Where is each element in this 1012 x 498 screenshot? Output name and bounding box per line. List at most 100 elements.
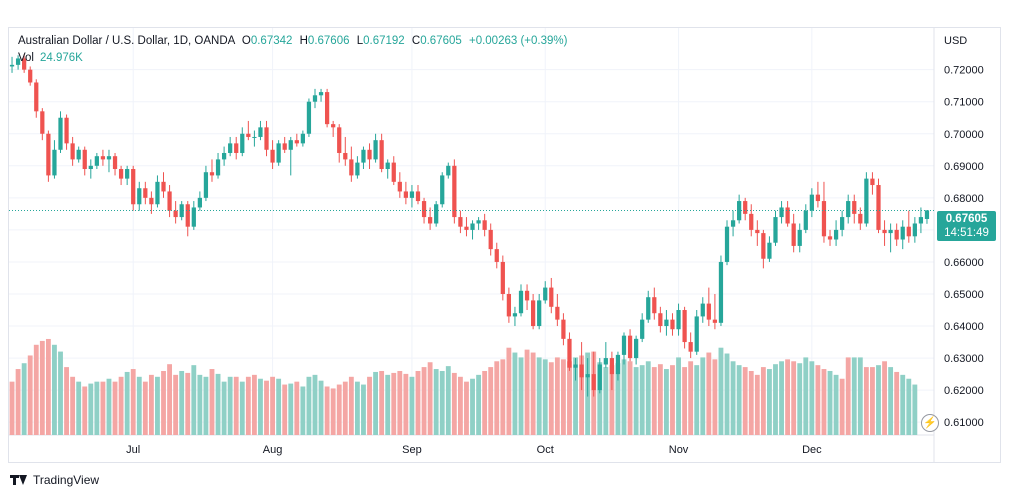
volume-bar xyxy=(421,367,427,435)
candle-body xyxy=(531,300,536,327)
last-price-value: 0.67605 xyxy=(945,213,988,225)
tradingview-logo-icon xyxy=(10,474,28,486)
candle-body xyxy=(52,149,57,176)
volume-bar xyxy=(785,359,791,435)
candle-body xyxy=(64,117,69,144)
y-tick-label: 0.70000 xyxy=(944,129,984,141)
candle-body xyxy=(131,169,136,205)
volume-bar xyxy=(21,363,27,435)
candle-body xyxy=(125,169,130,179)
candle-body xyxy=(694,316,699,352)
volume-bar xyxy=(633,367,639,435)
volume-bar xyxy=(688,361,694,435)
candle-body xyxy=(22,58,27,70)
candle-body xyxy=(646,297,651,320)
ohlc-legend: Australian Dollar / U.S. Dollar, 1D, OAN… xyxy=(18,35,567,47)
volume-bar xyxy=(330,388,336,435)
candle-body xyxy=(894,229,899,240)
volume-bar xyxy=(130,369,136,435)
footer-brand[interactable]: TradingView xyxy=(10,473,99,487)
candle-body xyxy=(724,226,730,262)
lightning-icon[interactable]: ⚡ xyxy=(921,414,939,432)
open-value: 0.67342 xyxy=(250,35,293,47)
volume-bar xyxy=(560,359,566,435)
volume-bar xyxy=(70,376,76,435)
close-label: C xyxy=(411,35,421,47)
bar-countdown: 14:51:49 xyxy=(944,227,989,239)
candle-body xyxy=(209,172,215,176)
volume-bar xyxy=(536,357,542,435)
candle-body xyxy=(458,217,463,227)
candle-body xyxy=(840,217,845,230)
volume-bar xyxy=(494,361,500,435)
candle-body xyxy=(252,136,257,138)
volume-bar xyxy=(712,359,718,435)
candle-body xyxy=(173,210,178,218)
volume-bar xyxy=(361,384,366,435)
candle-body xyxy=(500,261,505,294)
candle-body xyxy=(797,229,802,246)
volume-bar xyxy=(270,376,275,435)
volume-bar xyxy=(900,374,906,435)
candle-body xyxy=(827,236,833,240)
volume-bar xyxy=(912,384,918,435)
candle-body xyxy=(118,169,124,179)
symbol-title[interactable]: Australian Dollar / U.S. Dollar, 1D, OAN… xyxy=(18,35,235,47)
volume-bar xyxy=(367,376,372,435)
volume-bar xyxy=(112,381,118,435)
volume-bar xyxy=(736,365,742,435)
volume-legend: Vol 24.976K xyxy=(18,52,83,64)
candle-body xyxy=(543,287,548,301)
y-tick-label: 0.71000 xyxy=(944,97,984,109)
volume-bar xyxy=(15,369,21,435)
candle-body xyxy=(367,149,372,160)
candle-body xyxy=(627,335,633,359)
candle-body xyxy=(185,204,190,227)
volume-bar xyxy=(221,381,227,435)
volume-bar xyxy=(839,378,845,435)
candle-body xyxy=(621,335,627,355)
candle-body xyxy=(106,156,112,160)
candle-body xyxy=(179,204,184,218)
candle-body xyxy=(597,364,602,391)
candle-body xyxy=(258,127,263,137)
volume-bar xyxy=(827,370,833,435)
x-tick-label: Sep xyxy=(402,444,422,456)
candle-body xyxy=(149,197,154,205)
volume-bar xyxy=(64,367,69,435)
volume-bar xyxy=(760,367,766,435)
candle-body xyxy=(191,207,196,227)
candle-body xyxy=(846,201,851,218)
volume-bar xyxy=(385,374,391,435)
currency-label[interactable]: USD xyxy=(944,35,968,47)
y-tick-label: 0.69000 xyxy=(944,161,984,173)
candle-body xyxy=(9,64,15,67)
volume-bar xyxy=(397,370,403,435)
candle-body xyxy=(155,181,160,205)
volume-bar xyxy=(58,351,63,435)
volume-bar xyxy=(664,369,669,435)
y-tick-label: 0.64000 xyxy=(944,321,984,333)
volume-bar xyxy=(500,359,506,435)
low-value: 0.67192 xyxy=(363,35,405,47)
candle-body xyxy=(409,191,415,198)
candle-body xyxy=(833,229,839,240)
volume-bar xyxy=(464,381,469,435)
volume-bar xyxy=(530,352,536,435)
candle-body xyxy=(337,127,342,153)
candle-body xyxy=(730,220,736,227)
volume-bar xyxy=(573,357,578,435)
candle-body xyxy=(361,149,366,163)
candle-body xyxy=(561,319,566,339)
volume-bar xyxy=(524,349,530,435)
volume-bar xyxy=(773,364,778,435)
candle-body xyxy=(791,223,796,246)
volume-bar xyxy=(288,383,294,435)
volume-bar xyxy=(179,370,185,435)
candle-body xyxy=(712,319,718,323)
candle-body xyxy=(676,310,681,330)
candle-body xyxy=(100,156,106,160)
volume-label[interactable]: Vol xyxy=(18,52,34,64)
candle-body xyxy=(240,133,245,153)
